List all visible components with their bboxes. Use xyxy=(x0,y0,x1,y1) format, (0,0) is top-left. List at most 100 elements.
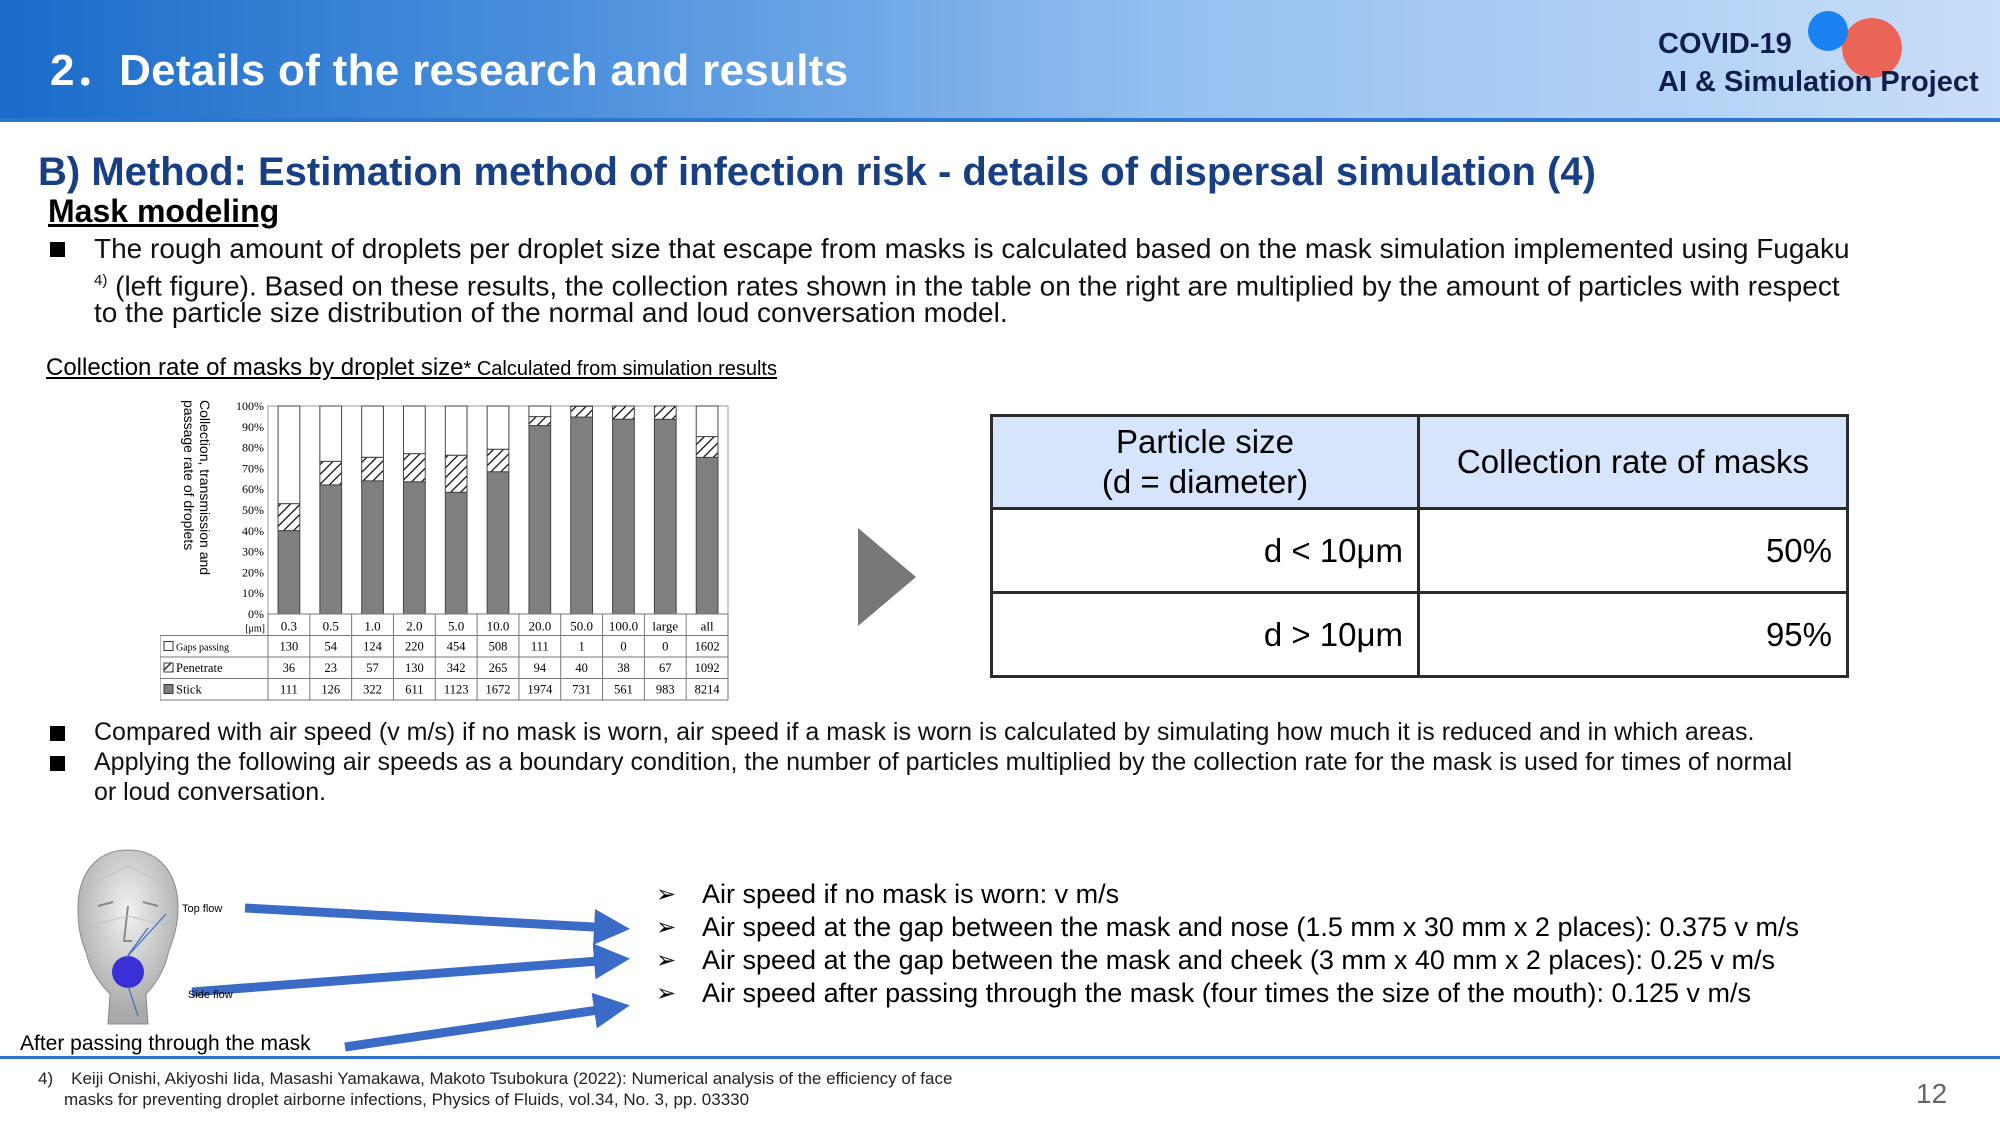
top-flow-label: Top flow xyxy=(182,903,223,915)
head-model-icon xyxy=(77,849,179,1025)
penetrate-bar-segment xyxy=(612,405,635,420)
y-tick-label: 40% xyxy=(242,524,264,538)
data-cell-label: 57 xyxy=(366,661,379,675)
legend-label: Penetrate xyxy=(176,661,223,675)
y-tick-label: 70% xyxy=(242,461,264,475)
data-cell-label: 111 xyxy=(531,640,549,654)
data-cell-label: 0 xyxy=(620,640,626,654)
x-tick-label: 20.0 xyxy=(528,619,551,634)
logo-line2: AI & Simulation Project xyxy=(1658,66,1979,98)
subheading: Mask modeling xyxy=(48,193,280,229)
data-cell-label: 322 xyxy=(363,683,382,697)
footnote: 4) Keiji Onishi, Akiyoshi Iida, Masashi Y… xyxy=(38,1069,953,1109)
data-cell-label: 111 xyxy=(280,683,298,697)
side-flow-arrow-icon xyxy=(191,943,630,997)
stick-bar-segment xyxy=(695,456,719,615)
penetrate-bar-segment xyxy=(361,456,384,482)
arrowhead-bullet-icon: ➢ xyxy=(656,947,677,974)
data-cell-label: 1602 xyxy=(695,640,720,654)
data-cell-label: 731 xyxy=(572,683,591,697)
data-cell-label: 342 xyxy=(447,661,466,675)
flow-arrows xyxy=(191,903,630,1052)
chart-caption-note: * Calculated from simulation results xyxy=(463,358,777,380)
slide-header xyxy=(0,0,2000,118)
gaps-bar-segment xyxy=(444,405,468,456)
table-cell-size: d > 10μm xyxy=(990,591,1420,678)
page-number: 12 xyxy=(1916,1078,1948,1109)
after-mask-label: After passing through the mask xyxy=(20,1032,311,1055)
bullet-boundary-condition-cont: or loud conversation. xyxy=(94,778,327,806)
stick-bar-segment xyxy=(653,418,677,615)
y-tick-label: 20% xyxy=(242,565,264,579)
bullet-air-speed-comparison: Compared with air speed (v m/s) if no ma… xyxy=(94,718,1755,746)
stick-bar-segment xyxy=(361,480,384,615)
y-tick-label: 90% xyxy=(242,420,264,434)
stick-bar-segment xyxy=(319,484,343,615)
penetrate-bar-segment xyxy=(528,416,552,427)
y-tick-label: 10% xyxy=(242,586,264,600)
gaps-bar-segment xyxy=(486,405,510,450)
data-cell-label: 1 xyxy=(579,640,585,654)
legend-swatch xyxy=(163,641,174,651)
penetrate-bar-segment xyxy=(402,453,426,483)
logo-red-circle-icon xyxy=(1842,18,1902,78)
data-cell-label: 126 xyxy=(321,683,340,697)
y-tick-label: 80% xyxy=(242,441,264,455)
penetrate-bar-segment xyxy=(444,454,468,493)
data-cell-label: 508 xyxy=(489,640,508,654)
data-cell-label: 23 xyxy=(324,661,337,675)
x-tick-label: 10.0 xyxy=(487,619,510,634)
data-cell-label: 54 xyxy=(324,640,337,654)
data-cell-label: 265 xyxy=(489,661,508,675)
arrowhead-bullet-icon: ➢ xyxy=(656,980,677,1007)
arrowhead-bullet-icon: ➢ xyxy=(656,914,677,941)
x-tick-label: 1.0 xyxy=(364,619,380,634)
table-row: d < 10μm 50% xyxy=(990,507,1849,594)
stick-bar-segment xyxy=(528,425,552,615)
table-header-collection-rate: Collection rate of masks xyxy=(1417,414,1849,510)
y-axis-label: Collection, transmission andpassage rate… xyxy=(181,400,213,575)
gaps-bar-segment xyxy=(402,405,426,455)
x-tick-label: 50.0 xyxy=(570,619,593,634)
stick-bar-segment xyxy=(402,481,426,615)
section-title: B) Method: Estimation method of infectio… xyxy=(38,150,1596,194)
data-cell-label: 67 xyxy=(659,661,672,675)
chart-caption: Collection rate of masks by droplet size… xyxy=(46,354,777,381)
list-item: ➢ Air speed if no mask is worn: v m/s xyxy=(656,879,1120,909)
top-flow-arrow-icon xyxy=(244,903,630,945)
right-triangle-arrow-icon xyxy=(858,528,916,626)
x-tick-label: 2.0 xyxy=(406,619,422,634)
gaps-bar-segment xyxy=(277,405,301,505)
bullet-square-icon xyxy=(50,726,65,741)
x-tick-label: 0.5 xyxy=(323,619,339,634)
data-cell-label: 40 xyxy=(575,661,588,675)
air-speed-list: ➢ Air speed if no mask is worn: v m/s ➢ Ai… xyxy=(650,878,1799,1010)
penetrate-bar-segment xyxy=(570,405,594,418)
logo-line1: COVID-19 xyxy=(1658,28,1792,60)
data-cell-label: 0 xyxy=(662,640,668,654)
penetrate-bar-segment xyxy=(319,460,343,486)
data-cell-label: 561 xyxy=(614,683,633,697)
intro-line-3: to the particle size distribution of the… xyxy=(94,297,1008,328)
reference-marker: 4) xyxy=(94,272,108,289)
table-cell-rate: 95% xyxy=(1417,591,1849,678)
collection-rate-chart: 100% 90% 80% 70% 60% 50% 40% 30% 20% 10% 0% Collect… xyxy=(160,399,729,701)
legend-swatch xyxy=(163,684,174,694)
penetrate-bar-segment xyxy=(653,405,677,420)
data-cell-label: 1092 xyxy=(695,661,720,675)
after-mask-arrow-icon xyxy=(344,992,630,1052)
x-tick-label: 5.0 xyxy=(448,619,464,634)
table-header-row: Particle size (d = diameter) Collection … xyxy=(990,414,1849,510)
bullet-boundary-condition: Applying the following air speeds as a b… xyxy=(94,748,1793,776)
intro-line-1: The rough amount of droplets per droplet… xyxy=(94,233,1850,264)
list-item: ➢ Air speed at the gap between the mask a… xyxy=(656,945,1776,975)
x-unit-label: [μm] xyxy=(245,624,265,635)
x-tick-label: all xyxy=(701,619,714,634)
data-cell-label: 454 xyxy=(447,640,467,654)
stick-bar-segment xyxy=(277,530,301,615)
table-header-particle-size: Particle size (d = diameter) xyxy=(990,414,1420,510)
table-cell-size: d < 10μm xyxy=(990,507,1420,594)
data-cell-label: 38 xyxy=(617,661,630,675)
y-tick-label: 60% xyxy=(242,482,264,496)
data-cell-label: 1123 xyxy=(444,683,469,697)
